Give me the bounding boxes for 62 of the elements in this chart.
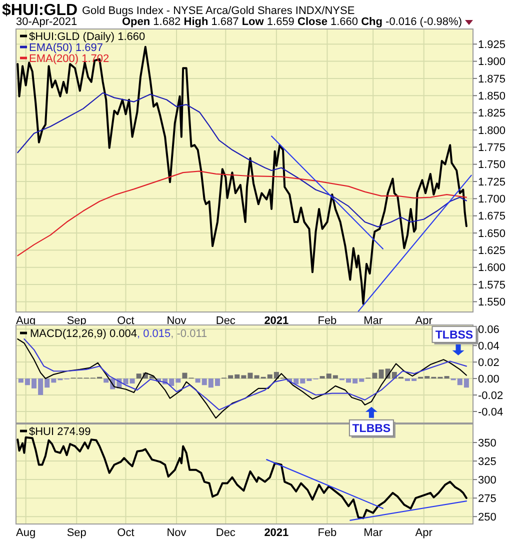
y-tick-label: 350 — [478, 437, 496, 450]
y-tick-label: 275 — [478, 492, 496, 505]
y-tick-label: 0.04 — [478, 340, 500, 352]
y-tick-label: 1.750 — [478, 159, 506, 172]
y-tick-label: 1.775 — [478, 142, 506, 154]
text: , 0.015 — [137, 328, 171, 340]
y-tick-label: 1.700 — [478, 194, 506, 206]
y-tick-label: 1.800 — [478, 124, 506, 137]
x-tick-label: Dec — [216, 527, 236, 539]
text: Open 1.682 High 1.687 Low 1.659 Close 1.660 Chg -0.016 (-0.98%) — [122, 16, 462, 28]
y-tick-label: 1.725 — [478, 176, 506, 188]
text: 30-Apr-2021 — [16, 16, 78, 28]
x-tick-label: 2021 — [264, 315, 289, 327]
y-tick-label: 325 — [478, 456, 496, 468]
x-tick-label: Mar — [364, 527, 383, 539]
text: , -0.011 — [170, 328, 208, 340]
line-series — [17, 92, 467, 228]
x-tick-label: Oct — [117, 315, 134, 327]
legend-label: $HUI 274.99 — [29, 426, 91, 438]
x-tick-label: Feb — [318, 315, 337, 327]
x-tick-label: Sep — [66, 315, 86, 327]
y-tick-label: -0.02 — [478, 390, 504, 402]
line-series — [17, 170, 467, 256]
bar — [130, 378, 135, 384]
y-tick-label: 1.650 — [478, 228, 506, 240]
x-tick-label: Mar — [364, 315, 383, 327]
x-tick-label: Apr — [415, 315, 433, 327]
line-series — [16, 436, 468, 520]
x-tick-label: Oct — [117, 527, 134, 539]
x-tick-label: Dec — [216, 315, 236, 327]
y-tick-label: 1.550 — [478, 296, 506, 309]
y-tick-label: 1.600 — [478, 262, 506, 274]
y-tick-label: 1.575 — [478, 279, 506, 292]
x-tick-label: Aug — [16, 527, 36, 539]
x-tick-label: Apr — [415, 527, 433, 539]
legend-label: $HUI:GLD (Daily) 1.660 — [29, 30, 146, 43]
y-tick-label: 1.875 — [478, 73, 506, 86]
bar — [182, 372, 188, 379]
annotation: TLBBS — [352, 422, 391, 435]
legend-label: EMA(50) 1.697 — [29, 42, 103, 54]
y-tick-label: 0.06 — [478, 324, 500, 336]
annotation: TLBSS — [435, 329, 474, 342]
y-tick-label: 1.625 — [478, 245, 506, 258]
y-tick-label: 1.925 — [478, 38, 506, 51]
y-tick-label: 1.850 — [478, 90, 506, 102]
x-tick-label: Sep — [66, 527, 86, 539]
x-tick-label: Nov — [166, 527, 187, 539]
x-tick-label: Feb — [318, 527, 337, 539]
y-tick-label: 250 — [478, 511, 496, 524]
y-tick-label: 0.00 — [478, 373, 500, 386]
chart-subtitle: Gold Bugs Index - NYSE Arca/Gold Shares INDX/NYSE — [82, 5, 355, 17]
x-tick-label: 2021 — [264, 527, 289, 539]
y-tick-label: 300 — [478, 474, 496, 486]
bar — [444, 376, 450, 379]
y-tick-label: 1.675 — [478, 210, 506, 223]
y-tick-label: 1.900 — [478, 56, 506, 68]
legend-label: EMA(200) 1.702 — [29, 52, 110, 65]
y-tick-label: -0.04 — [478, 406, 504, 418]
x-tick-label: Nov — [166, 315, 187, 327]
y-tick-label: 0.02 — [478, 356, 500, 369]
y-tick-label: 1.825 — [478, 108, 506, 120]
legend-label: MACD(12,26,9) 0.004 — [30, 328, 137, 340]
